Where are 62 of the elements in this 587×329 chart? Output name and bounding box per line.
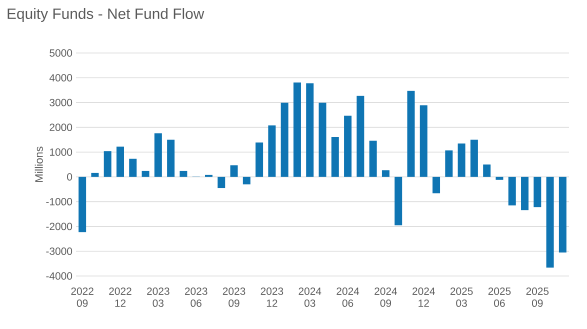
y-tick-label: 1000	[50, 148, 72, 156]
bar	[293, 82, 301, 177]
bar	[230, 165, 238, 177]
x-tick-label: 2022 12	[109, 288, 132, 307]
bar	[129, 158, 137, 177]
bar	[445, 150, 453, 177]
bar	[382, 170, 390, 177]
y-tick-label: 4000	[49, 74, 72, 82]
bar	[268, 125, 276, 177]
bar	[394, 176, 402, 226]
bar	[242, 176, 250, 184]
x-tick-label: 2023 09	[222, 288, 246, 307]
bar	[116, 146, 124, 177]
bar	[534, 176, 542, 208]
x-tick-label: 2024 12	[412, 288, 435, 307]
bar	[521, 176, 529, 210]
x-tick-label: 2024 03	[298, 288, 322, 307]
bar	[407, 90, 415, 177]
bar	[154, 133, 162, 177]
bar	[167, 140, 175, 177]
x-tick-label: 2022 09	[71, 288, 94, 307]
y-tick-label: -2000	[46, 222, 72, 230]
bar	[369, 140, 377, 177]
bar	[180, 170, 188, 177]
bar	[331, 136, 339, 177]
x-tick-label: 2024 06	[336, 288, 360, 307]
bar	[458, 143, 466, 177]
bar	[104, 151, 112, 177]
bar	[218, 176, 226, 188]
x-tick-label: 2023 06	[184, 288, 208, 307]
bar	[432, 176, 440, 194]
y-tick-label: 2000	[50, 124, 72, 132]
bar	[356, 96, 364, 177]
y-tick-label: 5000	[50, 49, 72, 57]
bar	[558, 176, 566, 252]
y-tick-label: 3000	[50, 98, 72, 106]
bar	[470, 140, 478, 177]
bar	[546, 176, 554, 268]
y-tick-label: -3000	[46, 248, 72, 255]
chart-title: Equity Funds - Net Fund Flow	[8, 8, 204, 22]
bar	[496, 176, 504, 180]
y-tick-label: -4000	[46, 272, 72, 280]
x-tick-label: 2025 03	[450, 288, 473, 307]
bar	[256, 142, 264, 177]
y-tick-label: 0	[67, 173, 72, 181]
x-tick-label: 2023 03	[147, 288, 170, 307]
bar	[344, 116, 352, 177]
bar	[78, 176, 86, 232]
bar	[280, 102, 288, 177]
bar	[306, 83, 314, 177]
x-tick-label: 2025 09	[526, 288, 549, 307]
y-tick-label: -1000	[46, 198, 72, 206]
bar	[483, 164, 491, 177]
bar	[508, 176, 516, 206]
y-axis-title: Millions	[34, 146, 43, 182]
bar	[318, 102, 326, 177]
bar	[91, 172, 99, 177]
x-tick-label: 2025 06	[488, 288, 511, 307]
x-tick-label: 2024 09	[374, 288, 398, 307]
bar	[142, 170, 150, 177]
bar	[420, 105, 428, 177]
x-tick-label: 2023 12	[260, 288, 284, 307]
